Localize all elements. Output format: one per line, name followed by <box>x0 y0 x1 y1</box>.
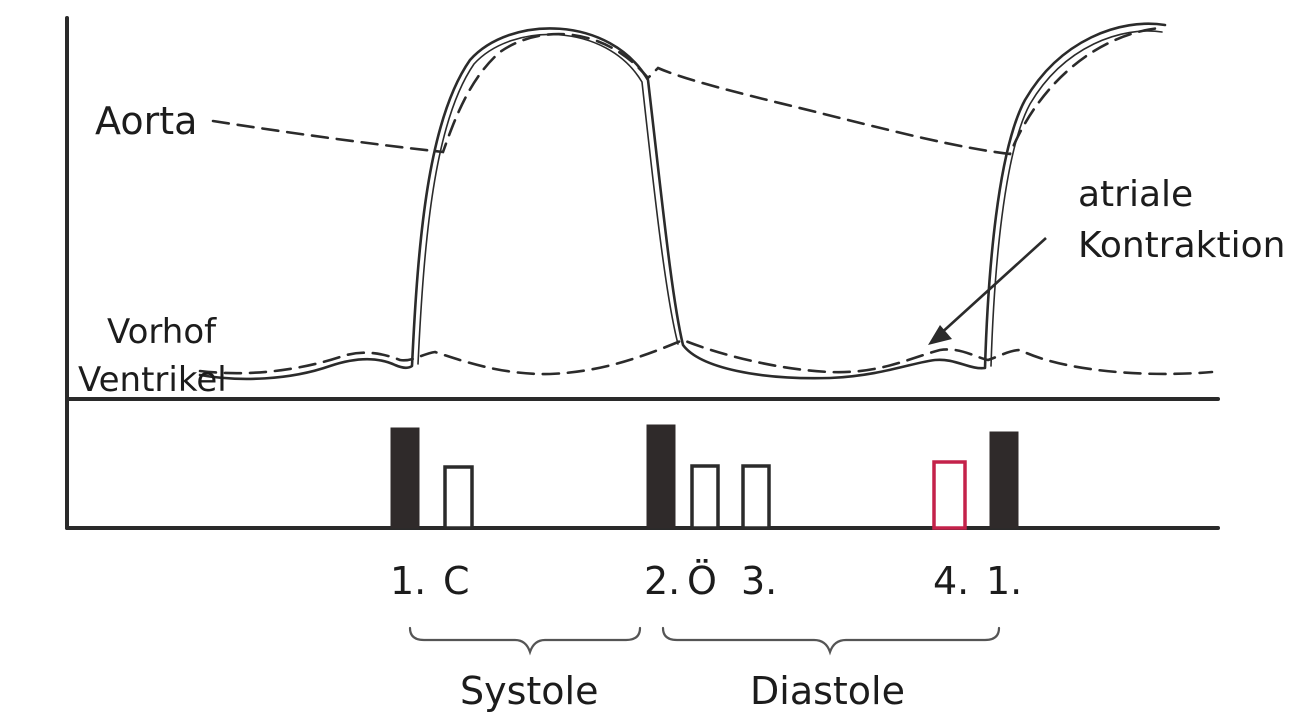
sound-label-2: 2. <box>644 559 680 603</box>
vorhof-label: Vorhof <box>107 312 217 352</box>
ventrikel-label: Ventrikel <box>78 360 227 400</box>
sound-label-o: Ö <box>687 559 717 603</box>
aorta-label: Aorta <box>95 99 197 143</box>
ventricle-pressure-curve-inner <box>417 33 679 365</box>
heart-sound-bar-4 <box>932 460 967 530</box>
heart-sound-bar-1 <box>390 427 420 529</box>
systole-label: Systole <box>460 669 599 713</box>
sound-label-c: C <box>443 559 470 603</box>
diastole-brace <box>661 626 1001 656</box>
sound-label-1-next: 1. <box>986 559 1022 603</box>
heart-sound-bar-3 <box>741 464 771 530</box>
sound-label-4: 4. <box>933 559 969 603</box>
aorta-pressure-curve <box>211 26 1162 156</box>
atrial-contraction-arrow-head <box>928 325 952 345</box>
heart-sound-bar-click <box>443 465 474 530</box>
kontraktion-label: Kontraktion <box>1078 225 1285 266</box>
diastole-label: Diastole <box>750 669 905 713</box>
atrial-contraction-arrow <box>937 237 1047 337</box>
ventricle-pressure-curve <box>198 22 1167 381</box>
atrium-pressure-curve <box>198 338 1214 376</box>
systole-brace <box>408 626 642 656</box>
heart-sound-bar-2 <box>646 424 676 529</box>
atriale-label: atriale <box>1078 174 1193 215</box>
sound-label-3: 3. <box>741 559 777 603</box>
heart-sound-bar-opening <box>690 464 720 530</box>
sound-label-1: 1. <box>390 559 426 603</box>
heart-sound-bar-1-next <box>989 431 1019 529</box>
ventricle-pressure-curve-inner-2 <box>990 30 1163 367</box>
